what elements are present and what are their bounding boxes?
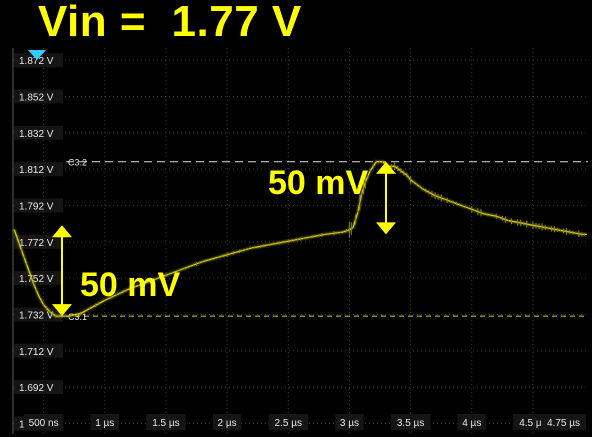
annotation-label: 50 mV xyxy=(268,164,368,202)
arrow-up-icon xyxy=(376,161,396,174)
y-tick-box xyxy=(14,162,63,177)
y-tick-box xyxy=(14,380,63,395)
trace-noise xyxy=(13,160,585,318)
waveform-trace xyxy=(12,159,587,319)
x-tick-label: 4.5 µs xyxy=(519,418,546,429)
trigger-marker-icon xyxy=(28,50,46,60)
y-tick-box xyxy=(14,343,63,358)
y-tick-box xyxy=(14,125,63,140)
x-tick-box xyxy=(90,414,119,430)
x-tick-box xyxy=(146,414,186,430)
x-tick-box xyxy=(212,414,242,430)
arrow-down-icon xyxy=(376,222,396,235)
x-tick-label: 1 µs xyxy=(95,418,114,429)
chart-title: Vin = 1.77 V xyxy=(38,0,302,46)
x-tick-box xyxy=(23,414,64,430)
x-tick-label: 2.5 µs xyxy=(275,418,302,429)
y-tick-label: 1.692 V xyxy=(19,383,54,394)
x-axis-ticks: 500 ns 1 µs 1.5 µs 2 µs 2.5 µs 3 µs 3.5 µs 4 µs… xyxy=(23,414,587,430)
x-tick-label: 3.5 µs xyxy=(397,418,424,429)
arrow-up-icon xyxy=(52,225,72,238)
x-tick-box xyxy=(268,414,309,430)
y-tick-box xyxy=(14,271,63,286)
y-tick-label: 1.772 V xyxy=(19,238,54,249)
y-tick-box xyxy=(14,198,63,213)
x-tick-box xyxy=(540,414,587,430)
y-tick-label: 1.872 V xyxy=(19,56,54,67)
x-tick-label: 3 µs xyxy=(340,418,359,429)
x-tick-box xyxy=(335,414,364,430)
arrow-down-icon xyxy=(52,304,72,317)
plot-area xyxy=(13,48,588,434)
cursor-label: C3.2 xyxy=(68,158,87,168)
annotation-label: 50 mV xyxy=(80,266,180,304)
x-tick-box xyxy=(390,414,431,430)
x-tick-label: 2 µs xyxy=(218,418,237,429)
y-tick-label: 1.832 V xyxy=(19,129,54,140)
x-tick-box xyxy=(457,414,486,430)
y-tick-label: 1.732 V xyxy=(19,310,54,321)
y-tick-label: 1.712 V xyxy=(19,347,54,358)
x-tick-label: 4 µs xyxy=(462,418,481,429)
x-tick-label: 1.5 µs xyxy=(152,418,179,429)
y-tick-label: 1.792 V xyxy=(19,201,54,212)
x-tick-label: 500 ns xyxy=(29,418,59,429)
y-tick-box xyxy=(14,89,63,104)
y-tick-box xyxy=(14,234,63,249)
cursor-label: C3.1 xyxy=(68,312,87,322)
y-tick-label: 1.852 V xyxy=(19,92,54,103)
y-tick-box xyxy=(14,53,63,68)
x-tick-label: 4.75 µs xyxy=(547,418,580,429)
y-tick-label: 1.752 V xyxy=(19,274,54,285)
cursor-lines: C3.2 C3.1 xyxy=(66,158,588,322)
annotations: 50 mV 50 mV xyxy=(52,161,396,317)
y-tick-label: 1.812 V xyxy=(19,165,54,176)
